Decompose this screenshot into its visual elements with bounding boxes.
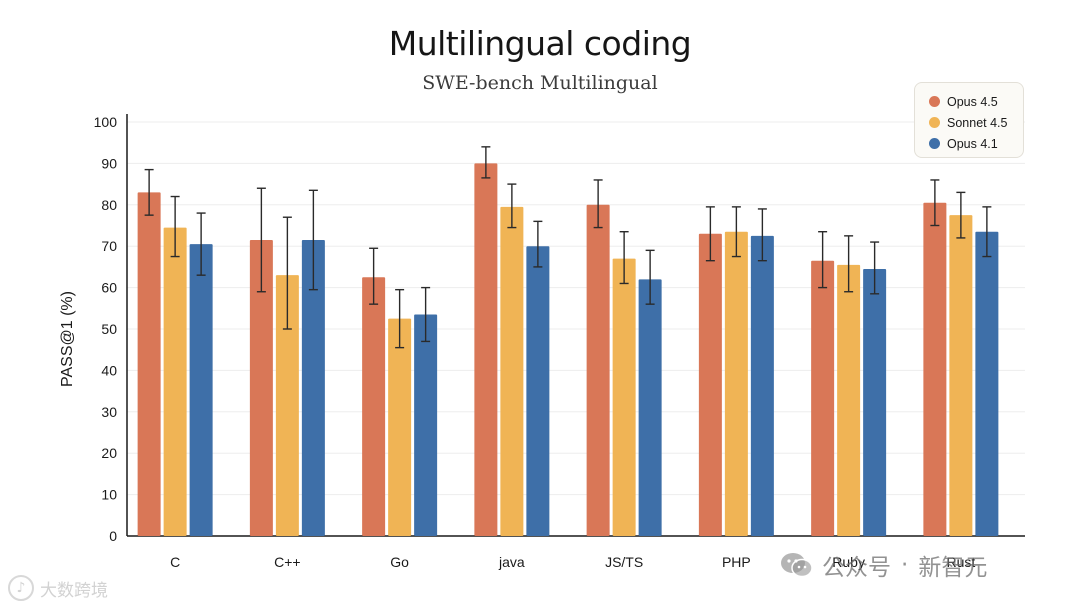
- bar: [189, 244, 213, 536]
- bar: [500, 206, 524, 536]
- y-tick-label: 90: [101, 155, 117, 171]
- bar: [249, 239, 273, 537]
- bar: [275, 275, 299, 536]
- tiktok-style-logo-icon: ♪: [8, 575, 34, 601]
- bar: [811, 260, 835, 536]
- chart-legend: Opus 4.5 Sonnet 4.5 Opus 4.1: [914, 82, 1024, 158]
- legend-swatch: [929, 96, 940, 107]
- watermark-right-text-b: 新智元: [918, 555, 988, 581]
- bar: [638, 279, 662, 536]
- y-axis-label: PASS@1 (%): [59, 291, 76, 387]
- y-tick-label: 80: [101, 197, 117, 213]
- bar: [750, 235, 774, 536]
- bar: [949, 215, 973, 536]
- y-tick-label: 50: [101, 321, 117, 337]
- y-tick-label: 70: [101, 238, 117, 254]
- x-tick-label: Rust: [946, 554, 975, 570]
- wechat-icon: [781, 553, 813, 578]
- y-tick-label: 100: [94, 114, 118, 130]
- bar: [863, 268, 887, 536]
- x-tick-label: JS/TS: [605, 554, 643, 570]
- legend-item: Opus 4.5: [929, 91, 1023, 112]
- legend-item: Sonnet 4.5: [929, 112, 1023, 133]
- x-tick-label: Go: [390, 554, 409, 570]
- y-tick-label: 0: [109, 528, 117, 544]
- bar: [163, 227, 187, 536]
- x-tick-label: java: [498, 554, 525, 570]
- x-tick-label: PHP: [722, 554, 751, 570]
- legend-item: Opus 4.1: [929, 133, 1023, 154]
- watermark-left: ♪ 大数跨境: [8, 575, 108, 601]
- x-tick-label: Ruby: [832, 554, 865, 570]
- bar: [474, 163, 498, 536]
- y-tick-label: 20: [101, 445, 117, 461]
- bar: [301, 239, 325, 537]
- watermark-right-text-a: 公众号: [822, 555, 891, 581]
- y-tick-label: 60: [101, 280, 117, 296]
- bar: [388, 318, 412, 536]
- x-tick-label: C++: [274, 554, 300, 570]
- x-tick-label: C: [170, 554, 180, 570]
- bar: [586, 204, 610, 537]
- bar: [137, 192, 161, 536]
- y-tick-label: 10: [101, 487, 117, 503]
- bar: [526, 246, 550, 536]
- y-tick-label: 30: [101, 404, 117, 420]
- legend-label: Opus 4.1: [947, 136, 998, 151]
- bar: [724, 231, 748, 536]
- chart-title: Multilingual coding: [388, 24, 692, 63]
- bar: [837, 264, 861, 536]
- legend-label: Opus 4.5: [947, 94, 998, 109]
- legend-label: Sonnet 4.5: [947, 115, 1008, 130]
- bar: [362, 277, 386, 536]
- bar: [923, 202, 947, 537]
- bar: [975, 231, 999, 536]
- bar: [698, 233, 722, 536]
- legend-swatch: [929, 117, 940, 128]
- watermark-right: 公众号 · 新智元: [780, 548, 987, 582]
- bar: [414, 314, 438, 536]
- chart-subtitle: SWE-bench Multilingual: [422, 72, 658, 94]
- watermark-left-text: 大数跨境: [40, 580, 108, 601]
- y-tick-label: 40: [101, 362, 117, 378]
- legend-swatch: [929, 138, 940, 149]
- bar: [612, 258, 636, 536]
- watermark-separator: ·: [901, 552, 909, 578]
